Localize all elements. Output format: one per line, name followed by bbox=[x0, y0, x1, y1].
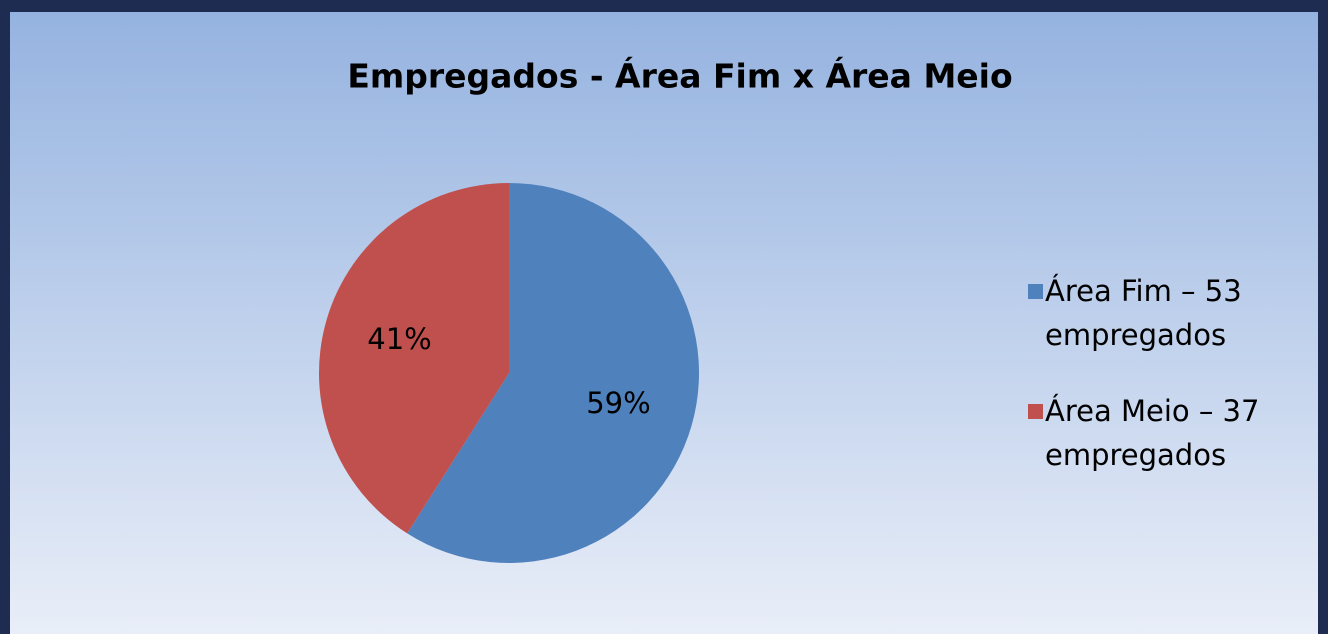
legend-entry: Área Fim – 53 empregados bbox=[1045, 274, 1242, 352]
pie-slice bbox=[319, 183, 509, 534]
data-label: 41% bbox=[367, 322, 431, 356]
data-label: 59% bbox=[586, 386, 650, 420]
pie-slice bbox=[407, 183, 699, 563]
chart-title: Empregados - Área Fim x Área Meio bbox=[347, 56, 1012, 96]
legend-swatch bbox=[1028, 284, 1043, 299]
legend-entry: Área Meio – 37 empregados bbox=[1045, 394, 1260, 472]
legend-swatch bbox=[1028, 404, 1043, 419]
